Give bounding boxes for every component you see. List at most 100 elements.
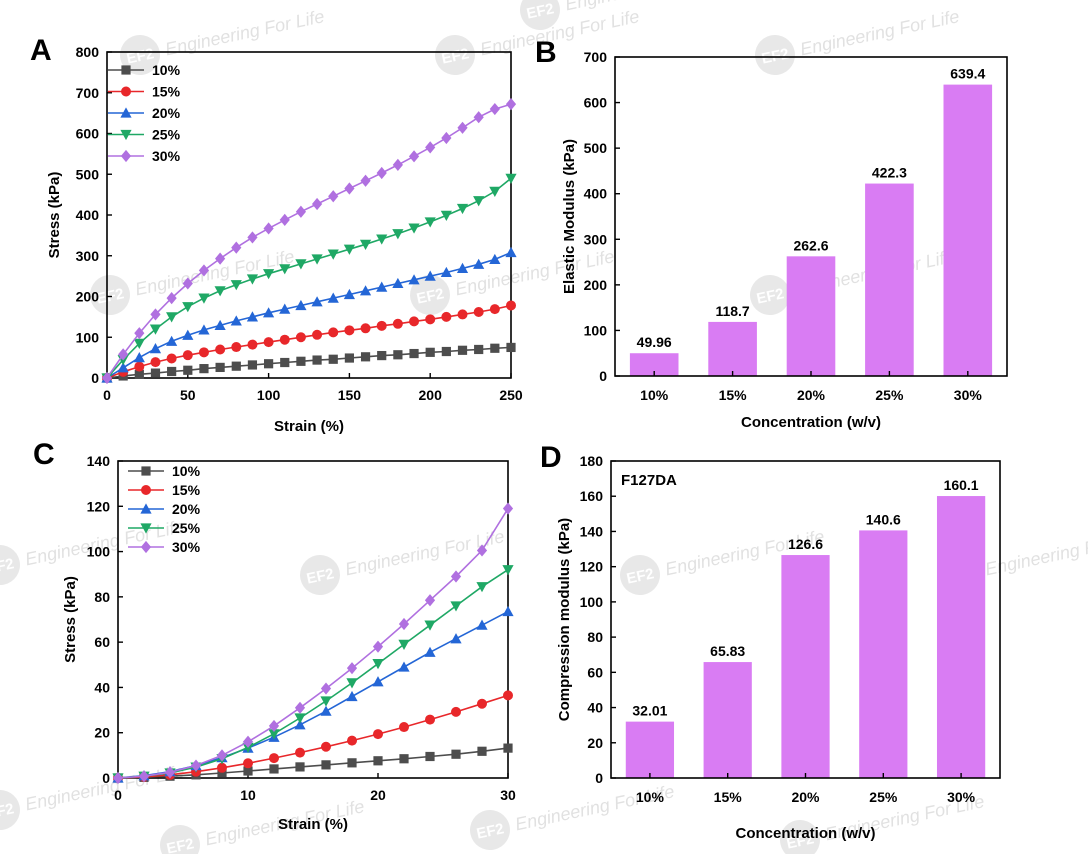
watermark-logo-text: EF2: [755, 285, 785, 307]
watermark-logo-text: EF2: [125, 45, 155, 67]
data-point: [457, 309, 468, 320]
y-tick-label: 60: [94, 634, 110, 650]
data-point: [477, 698, 487, 709]
data-point: [502, 605, 514, 617]
data-point: [296, 356, 306, 366]
data-point: [359, 285, 372, 296]
data-point: [346, 678, 358, 689]
data-point: [344, 325, 355, 336]
legend-marker: [140, 540, 152, 554]
data-point: [214, 286, 226, 297]
x-tick-label: 200: [419, 387, 443, 403]
series-25pct: [112, 565, 514, 784]
y-tick-label: 100: [580, 594, 604, 610]
data-point: [425, 751, 435, 762]
data-point: [424, 620, 436, 631]
x-tick-label: 10: [240, 787, 256, 803]
data-point: [294, 719, 306, 730]
data-point: [328, 327, 339, 338]
data-label: 126.6: [788, 536, 823, 552]
data-point: [373, 756, 383, 766]
x-tick-label: 15%: [714, 789, 743, 805]
data-point: [372, 640, 384, 653]
series-15pct: [113, 690, 513, 783]
watermark-logo-text: EF2: [165, 835, 195, 854]
data-point: [217, 762, 227, 773]
data-point: [344, 353, 354, 363]
y-axis-label: Stress (kPa): [62, 576, 79, 663]
y-tick-label: 120: [87, 498, 111, 514]
data-point: [344, 182, 355, 195]
data-point: [392, 158, 403, 171]
data-point: [138, 770, 150, 783]
plot-frame: [117, 460, 509, 779]
data-point: [198, 293, 210, 304]
y-tick-label: 20: [94, 725, 110, 741]
series-20pct: [101, 246, 517, 383]
y-tick-label: 0: [91, 370, 99, 386]
y-tick-label: 300: [584, 231, 608, 247]
x-tick-label: 15%: [719, 387, 748, 403]
data-point: [473, 306, 484, 317]
data-point: [489, 253, 501, 265]
watermark-logo-text: EF2: [305, 565, 335, 587]
data-point: [279, 213, 290, 226]
data-point: [167, 366, 177, 377]
plot-frame: [610, 460, 1001, 779]
watermark-logo-text: EF2: [785, 830, 815, 852]
data-point: [451, 749, 461, 759]
data-point: [263, 222, 274, 235]
y-tick-label: 400: [584, 186, 608, 202]
data-point: [503, 743, 513, 753]
y-tick-label: 600: [76, 126, 100, 142]
legend-label: 25%: [152, 127, 181, 143]
watermark-logo-icon: [0, 545, 20, 585]
legend-marker: [120, 149, 132, 163]
data-point: [166, 335, 178, 346]
data-point: [425, 347, 435, 357]
data-point: [376, 234, 388, 245]
data-point: [112, 771, 124, 785]
legend-marker: [121, 86, 131, 97]
y-tick-label: 200: [584, 277, 608, 293]
data-point: [198, 324, 210, 335]
data-point: [441, 346, 451, 357]
data-point: [246, 274, 259, 285]
x-tick-label: 0: [103, 387, 111, 403]
data-point: [214, 319, 226, 331]
bar: [865, 183, 914, 376]
data-point: [231, 342, 242, 353]
data-point: [269, 764, 279, 774]
watermark-logo-icon: [435, 35, 475, 75]
data-point: [425, 141, 436, 154]
data-point: [295, 259, 307, 270]
series-line: [117, 694, 509, 779]
data-point: [424, 594, 436, 607]
data-point: [150, 357, 161, 368]
data-point: [376, 166, 387, 180]
data-point: [392, 318, 403, 329]
y-tick-label: 700: [584, 49, 608, 65]
watermark-logo-icon: [780, 820, 820, 854]
data-point: [393, 350, 403, 360]
bar: [703, 662, 752, 778]
data-point: [268, 719, 280, 733]
data-point: [295, 332, 306, 343]
plot-frame: [106, 51, 512, 379]
data-point: [231, 361, 241, 371]
data-label: 639.4: [950, 66, 985, 82]
data-point: [359, 239, 372, 250]
data-point: [183, 365, 193, 375]
series-10pct: [102, 342, 516, 383]
legend-marker: [120, 107, 132, 118]
series-25pct: [101, 173, 517, 384]
panel-label: A: [30, 34, 52, 67]
data-point: [399, 754, 409, 764]
data-point: [133, 338, 145, 349]
y-tick-label: 160: [580, 488, 604, 504]
data-point: [182, 302, 194, 313]
data-point: [230, 315, 242, 326]
